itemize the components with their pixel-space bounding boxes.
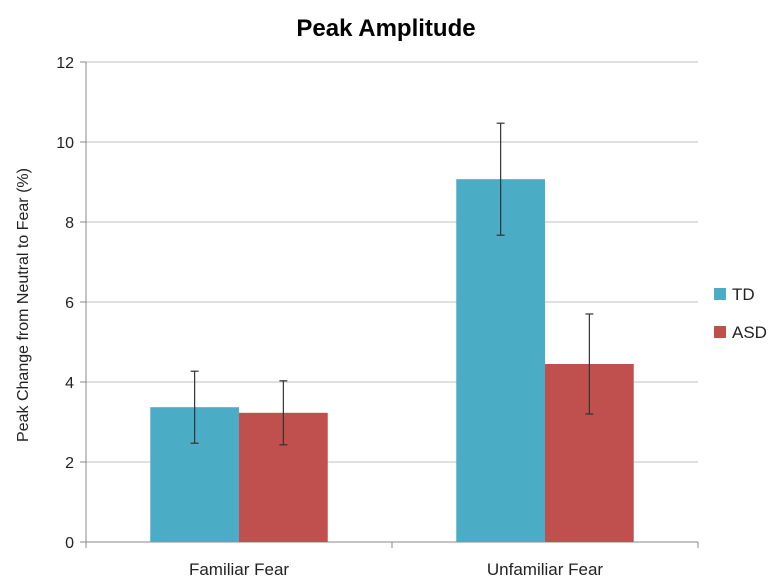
y-tick-label: 6 <box>65 295 74 312</box>
y-tick-label: 4 <box>65 375 74 392</box>
legend-label-td: TD <box>732 285 755 304</box>
y-axis: 0 2 4 6 8 10 12 <box>56 55 87 552</box>
x-axis: Familiar Fear Unfamiliar Fear <box>85 541 699 579</box>
legend-swatch-td <box>714 288 726 300</box>
bars <box>150 179 634 542</box>
chart-title: Peak Amplitude <box>296 15 475 42</box>
legend-label-asd: ASD <box>732 323 767 342</box>
bar-td-2 <box>456 179 545 542</box>
y-tick-label: 0 <box>65 535 74 552</box>
y-axis-label: Peak Change from Neutral to Fear (%) <box>15 168 32 442</box>
y-tick-label: 8 <box>65 215 74 232</box>
y-tick-label: 10 <box>56 135 74 152</box>
legend-swatch-asd <box>714 326 726 338</box>
category-label: Familiar Fear <box>189 560 289 579</box>
legend: TD ASD <box>714 285 767 342</box>
error-bars <box>190 122 594 446</box>
category-label: Unfamiliar Fear <box>487 560 604 579</box>
y-tick-label: 12 <box>56 55 74 72</box>
y-tick-label: 2 <box>65 455 74 472</box>
